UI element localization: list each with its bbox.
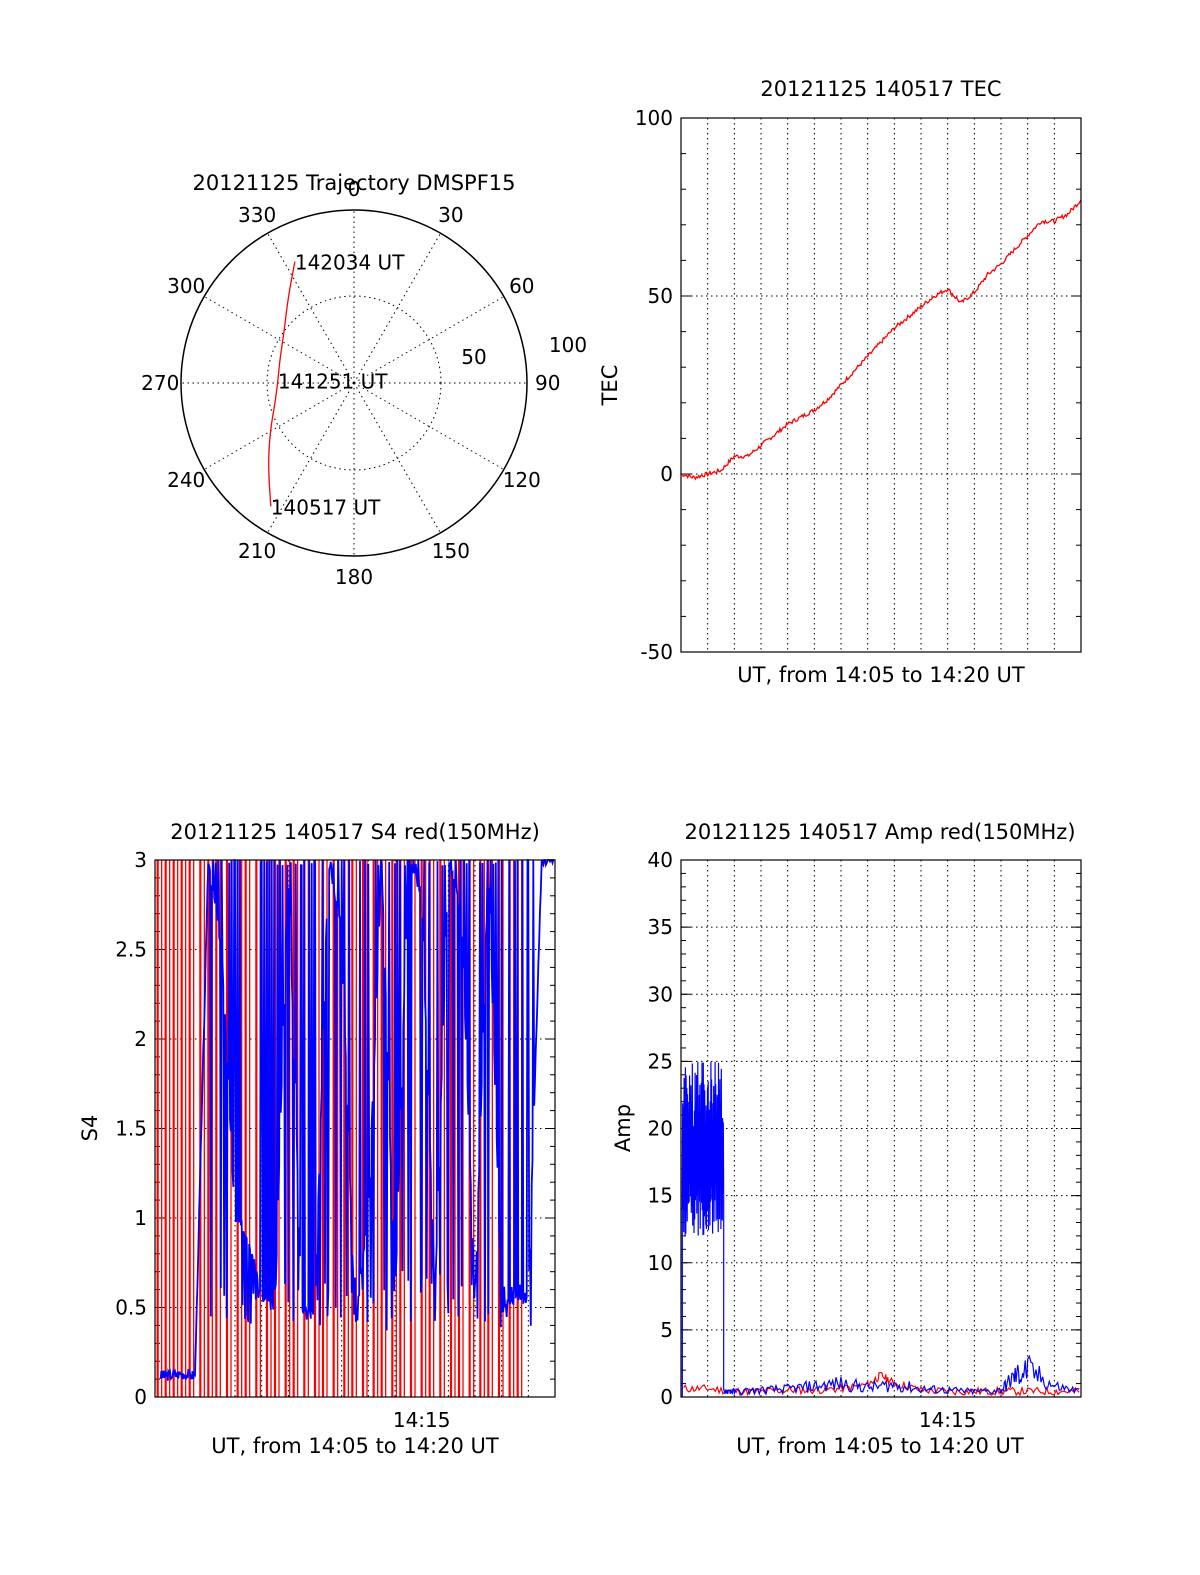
polar-angle-label: 0 bbox=[348, 177, 361, 201]
s4-chart: 20121125 140517 S4 red(150MHz) 0 0.5 1 1.5 2… bbox=[78, 820, 556, 1458]
tec-y-axis-label: TEC bbox=[598, 365, 622, 407]
amp-chart: 20121125 140517 Amp red(150MHz) 0 5 10 15 20… bbox=[611, 820, 1082, 1458]
polar-angle-label: 300 bbox=[167, 274, 205, 298]
blue-s4-trace bbox=[159, 859, 555, 1381]
polar-angle-label: 120 bbox=[503, 468, 541, 492]
y-tick-label: 0 bbox=[660, 462, 673, 486]
y-tick-label: 1.5 bbox=[115, 1117, 147, 1141]
amp-x-axis-label: UT, from 14:05 to 14:20 UT bbox=[736, 1434, 1024, 1458]
polar-spokes bbox=[181, 210, 527, 556]
polar-radial-label-50: 50 bbox=[461, 345, 486, 369]
polar-angle-label: 180 bbox=[335, 565, 373, 589]
x-tick-label: 14:15 bbox=[919, 1408, 977, 1432]
polar-angle-label: 240 bbox=[167, 468, 205, 492]
polar-angle-label: 270 bbox=[141, 371, 179, 395]
trajectory-annotation: 141251 UT bbox=[278, 369, 388, 393]
y-tick-label: 25 bbox=[648, 1049, 673, 1073]
y-tick-label: 10 bbox=[648, 1251, 673, 1275]
y-tick-label: 50 bbox=[648, 284, 673, 308]
s4-x-tick-labels: 14:15 bbox=[393, 1408, 451, 1432]
polar-inner-circle bbox=[266, 295, 442, 471]
polar-title: 20121125 Trajectory DMSPF15 bbox=[192, 171, 515, 195]
polar-angle-label: 210 bbox=[238, 539, 276, 563]
x-tick-label: 14:15 bbox=[393, 1408, 451, 1432]
tec-chart: 20121125 140517 TEC -50 0 50 100 UT, from 1… bbox=[598, 77, 1082, 687]
amp-y-axis-label: Amp bbox=[611, 1104, 635, 1152]
y-tick-label: 0 bbox=[660, 1385, 673, 1409]
polar-spoke bbox=[203, 382, 355, 470]
tec-grid bbox=[681, 117, 1081, 653]
y-tick-label: 2.5 bbox=[115, 938, 147, 962]
polar-spoke bbox=[353, 382, 441, 534]
polar-spoke bbox=[353, 296, 505, 384]
polar-angle-label: 90 bbox=[535, 371, 560, 395]
trajectory-line bbox=[268, 261, 296, 507]
s4-plot-frame bbox=[154, 859, 556, 1398]
polar-angle-label: 150 bbox=[432, 539, 470, 563]
polar-outer-circle bbox=[180, 209, 528, 557]
s4-title: 20121125 140517 S4 red(150MHz) bbox=[170, 820, 540, 844]
y-tick-label: 1 bbox=[134, 1206, 147, 1230]
s4-x-axis-label: UT, from 14:05 to 14:20 UT bbox=[211, 1434, 499, 1458]
polar-angle-labels: 0 30 60 90 120 150 180 210 240 270 300 330 bbox=[141, 177, 560, 589]
s4-y-tick-labels: 0 0.5 1 1.5 2 2.5 3 bbox=[115, 848, 147, 1409]
polar-trajectory-chart: 20121125 Trajectory DMSPF15 0 30 60 90 120 15… bbox=[141, 171, 587, 589]
y-tick-label: 40 bbox=[648, 848, 673, 872]
y-tick-label: 5 bbox=[660, 1318, 673, 1342]
y-tick-label: 0.5 bbox=[115, 1296, 147, 1320]
polar-spoke bbox=[203, 296, 355, 384]
polar-angle-label: 60 bbox=[509, 274, 534, 298]
polar-radial-label-100: 100 bbox=[549, 333, 587, 357]
polar-spoke bbox=[267, 232, 355, 384]
polar-spoke bbox=[353, 232, 441, 384]
y-tick-label: 15 bbox=[648, 1184, 673, 1208]
tec-series-line bbox=[681, 199, 1082, 481]
trajectory-annotations: 142034 UT 141251 UT 140517 UT bbox=[271, 251, 405, 520]
polar-spoke bbox=[267, 382, 355, 534]
y-tick-label: 100 bbox=[635, 106, 673, 130]
amp-x-tick-labels: 14:15 bbox=[919, 1408, 977, 1432]
tec-x-axis-label: UT, from 14:05 to 14:20 UT bbox=[737, 663, 1025, 687]
y-tick-label: 35 bbox=[648, 915, 673, 939]
trajectory-annotation: 142034 UT bbox=[295, 251, 405, 275]
tec-title: 20121125 140517 TEC bbox=[760, 77, 1001, 101]
trajectory-annotation: 140517 UT bbox=[271, 495, 381, 519]
amp-title: 20121125 140517 Amp red(150MHz) bbox=[684, 820, 1075, 844]
polar-spoke bbox=[353, 382, 505, 470]
amp-series bbox=[681, 1061, 1080, 1398]
amp-plot-frame bbox=[680, 859, 1082, 1398]
y-tick-label: 20 bbox=[648, 1117, 673, 1141]
tec-y-tick-labels: -50 0 50 100 bbox=[635, 106, 673, 664]
y-tick-label: 30 bbox=[648, 982, 673, 1006]
y-tick-label: -50 bbox=[640, 640, 673, 664]
amp-grid bbox=[681, 859, 1081, 1398]
y-tick-label: 0 bbox=[134, 1385, 147, 1409]
polar-angle-label: 30 bbox=[438, 203, 463, 227]
amp-y-tick-labels: 0 5 10 15 20 25 30 35 40 bbox=[648, 848, 673, 1409]
y-tick-label: 2 bbox=[134, 1027, 147, 1051]
y-tick-label: 3 bbox=[134, 848, 147, 872]
s4-series bbox=[156, 859, 555, 1397]
s4-y-axis-label: S4 bbox=[78, 1115, 102, 1142]
blue-amp-trace bbox=[681, 1061, 1080, 1398]
tec-plot-frame bbox=[680, 117, 1082, 653]
polar-angle-label: 330 bbox=[238, 203, 276, 227]
